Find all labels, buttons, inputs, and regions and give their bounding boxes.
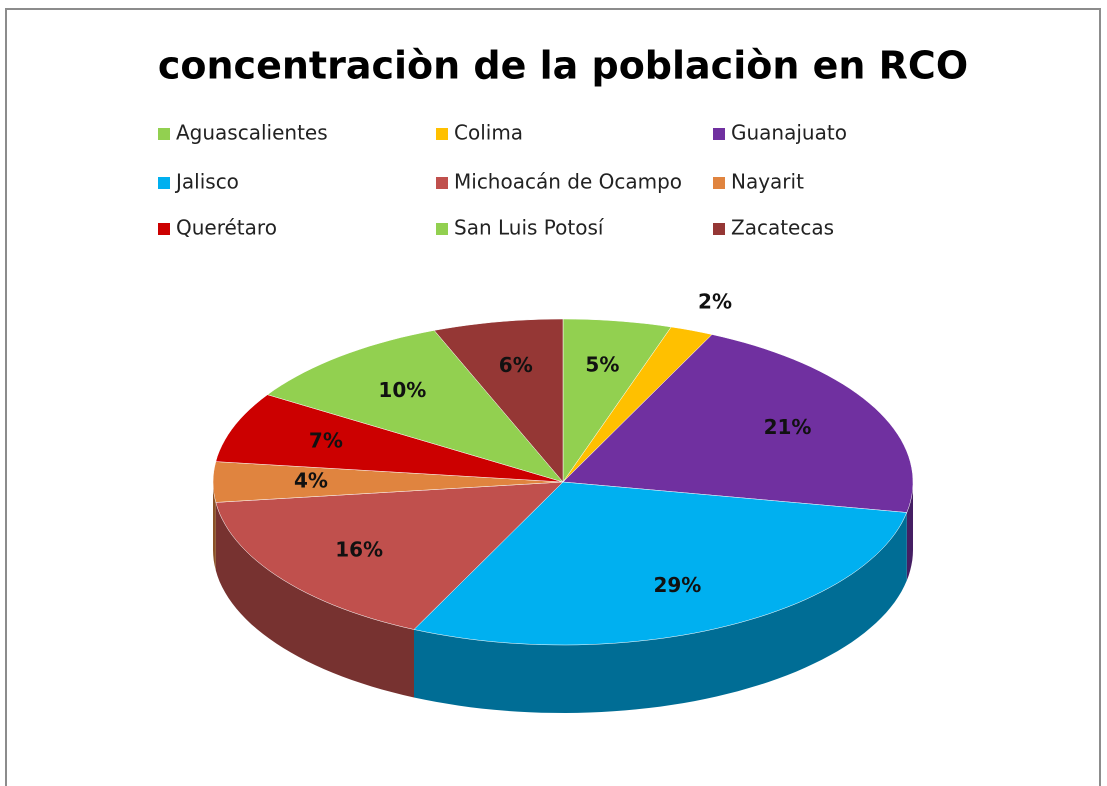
slice-side xyxy=(215,502,414,698)
slice-side xyxy=(414,512,907,713)
legend-swatch xyxy=(158,223,170,235)
data-label: 29% xyxy=(653,573,701,597)
legend-label: Michoacán de Ocampo xyxy=(454,170,682,194)
legend-label: Colima xyxy=(454,121,523,145)
slice xyxy=(562,334,914,513)
data-label: 16% xyxy=(335,537,383,561)
legend-swatch xyxy=(158,177,170,189)
slice-side xyxy=(906,482,913,581)
data-label: 2% xyxy=(698,290,732,314)
slice xyxy=(212,461,564,503)
legend-label: Guanajuato xyxy=(731,121,847,145)
legend-label: Querétaro xyxy=(176,216,277,240)
slice xyxy=(215,394,564,483)
legend-label: Nayarit xyxy=(731,170,804,194)
data-label: 5% xyxy=(585,353,619,377)
slice xyxy=(266,330,564,483)
legend-swatch xyxy=(436,128,448,140)
legend-swatch xyxy=(436,177,448,189)
slice xyxy=(433,318,564,483)
data-label: 7% xyxy=(309,429,343,453)
legend-label: Zacatecas xyxy=(731,216,834,240)
chart-title: concentraciòn de la poblaciòn en RCO xyxy=(158,44,968,88)
slice xyxy=(413,481,908,646)
legend-swatch xyxy=(436,223,448,235)
data-label: 21% xyxy=(764,415,812,439)
slice-side xyxy=(213,482,216,571)
slice xyxy=(215,481,564,630)
legend-label: Aguascalientes xyxy=(176,121,328,145)
slice xyxy=(562,318,672,483)
data-label: 4% xyxy=(294,469,328,493)
legend-swatch xyxy=(713,177,725,189)
legend-swatch xyxy=(158,128,170,140)
legend-swatch xyxy=(713,128,725,140)
data-label: 10% xyxy=(378,378,426,402)
legend-swatch xyxy=(713,223,725,235)
legend-label: San Luis Potosí xyxy=(454,216,605,240)
data-label: 6% xyxy=(499,353,533,377)
legend-label: Jalisco xyxy=(174,170,239,194)
